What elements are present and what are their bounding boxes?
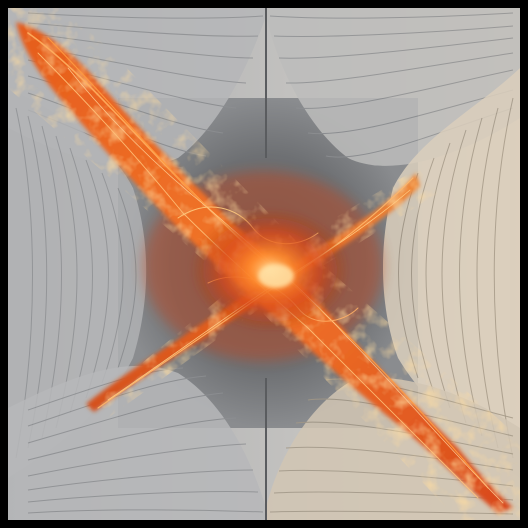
fire-hotspot — [258, 264, 294, 288]
artwork-svg — [8, 8, 520, 520]
fold-panel-bottom-left — [8, 365, 266, 520]
artwork-canvas — [8, 8, 520, 520]
